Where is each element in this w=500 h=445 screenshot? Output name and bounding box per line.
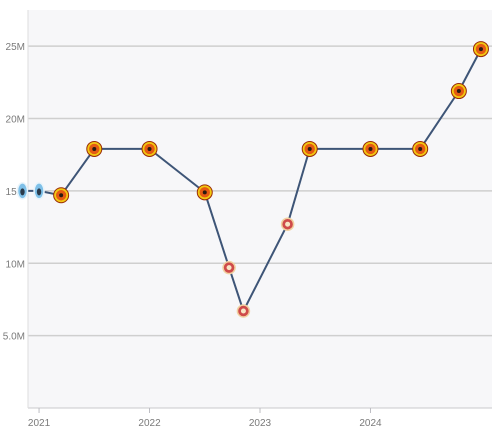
data-point-marker [196, 184, 213, 201]
x-tick-label: 2021 [28, 418, 51, 429]
data-point-marker [222, 260, 236, 275]
club-badge-center [307, 146, 312, 151]
y-tick-label: 10M [6, 259, 25, 270]
club-badge-center [456, 89, 461, 94]
club-badge-center [478, 47, 483, 52]
x-tick-labels: 2021 2022 2023 2024 [28, 408, 382, 429]
data-point-marker [33, 182, 45, 200]
club-badge-center [240, 308, 246, 314]
club-badge-center [36, 188, 42, 196]
club-badge-center [202, 190, 207, 195]
x-tick-label: 2022 [138, 418, 161, 429]
data-point-marker [472, 41, 489, 58]
data-point-marker [86, 140, 103, 157]
data-point-marker [280, 217, 295, 231]
club-badge-center [147, 146, 152, 151]
club-badge-center [59, 193, 64, 198]
club-badge-center [20, 188, 25, 196]
data-markers [16, 41, 489, 318]
data-point-marker [362, 140, 379, 157]
data-point-marker [141, 140, 158, 157]
club-badge-center [285, 221, 291, 227]
club-badge-center [92, 146, 97, 151]
y-tick-label: 15M [6, 187, 25, 198]
data-point-marker [412, 140, 429, 157]
club-badge-center [368, 146, 373, 151]
data-point-marker [301, 140, 318, 157]
data-point-marker [450, 83, 467, 100]
data-point-marker [16, 182, 29, 200]
y-tick-labels: 5.0M 10M 15M 20M 25M [3, 42, 25, 342]
y-tick-label: 5.0M [3, 332, 25, 343]
y-tick-label: 20M [6, 115, 25, 126]
data-point-marker [53, 187, 70, 204]
grid-lines [28, 45, 492, 337]
series-polyline [22, 48, 482, 312]
series-line [22, 48, 482, 312]
data-point-marker [236, 304, 251, 318]
club-badge-center [226, 265, 232, 271]
club-badge-center [418, 146, 423, 151]
plot-background [28, 10, 492, 408]
x-tick-label: 2024 [359, 418, 382, 429]
x-tick-label: 2023 [249, 418, 272, 429]
y-tick-label: 25M [6, 42, 25, 53]
